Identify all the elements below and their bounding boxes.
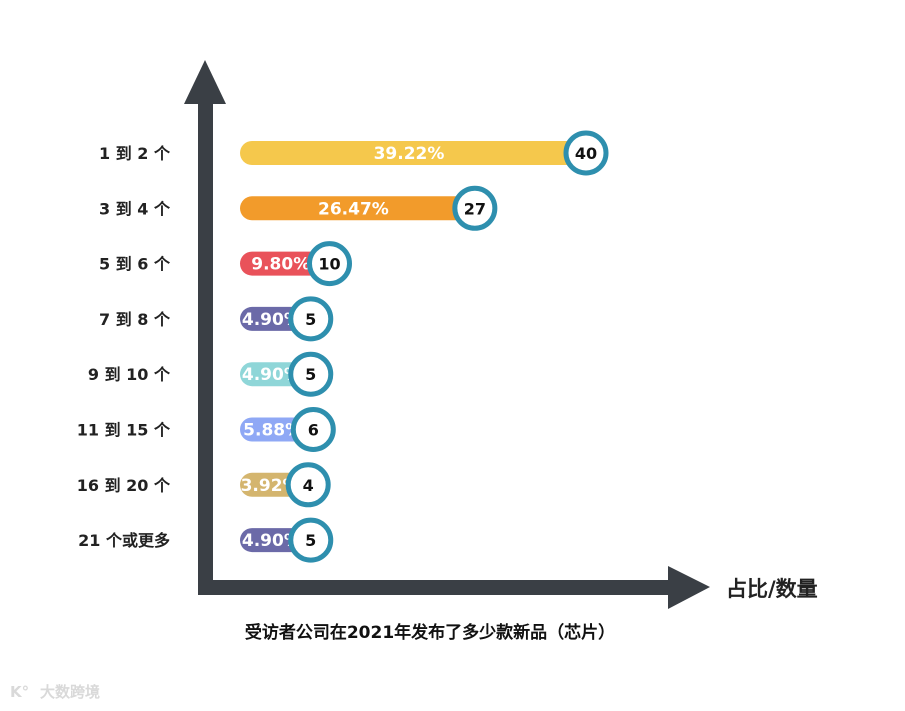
percent-label: 3.92% xyxy=(241,476,300,496)
percent-label: 4.90% xyxy=(242,365,301,385)
bar xyxy=(240,196,475,221)
count-badge xyxy=(288,517,334,563)
category-label: 1 到 2 个 xyxy=(99,144,171,163)
x-axis-line xyxy=(198,580,676,595)
bar xyxy=(240,141,586,165)
watermark-logo: K° xyxy=(10,683,29,701)
count-badge xyxy=(307,241,352,287)
count-badge xyxy=(563,130,609,176)
x-axis-label: 占比/数量 xyxy=(726,577,818,601)
watermark-text: 大数跨境 xyxy=(40,683,100,701)
count-label: 5 xyxy=(305,310,316,329)
percent-label: 5.88% xyxy=(243,421,302,441)
count-label: 10 xyxy=(318,255,340,274)
y-axis-arrowhead xyxy=(184,60,226,104)
count-badge xyxy=(290,407,336,452)
percent-label: 9.80% xyxy=(251,255,310,275)
count-label: 4 xyxy=(303,476,314,495)
axes xyxy=(184,60,710,609)
count-badge xyxy=(288,296,334,342)
category-label: 3 到 4 个 xyxy=(99,199,171,218)
count-label: 5 xyxy=(305,365,316,384)
watermark: K° 大数跨境 xyxy=(10,683,100,701)
count-badge xyxy=(285,462,331,508)
category-label: 21 个或更多 xyxy=(78,531,170,550)
y-axis-line xyxy=(198,98,213,595)
percent-label: 4.90% xyxy=(242,310,301,330)
category-label: 16 到 20 个 xyxy=(77,476,171,495)
count-label: 27 xyxy=(464,199,486,218)
count-badge xyxy=(288,351,334,397)
count-label: 6 xyxy=(308,421,319,440)
chart-caption: 受访者公司在2021年发布了多少款新品（芯片） xyxy=(245,622,615,643)
category-label: 5 到 6 个 xyxy=(99,255,171,274)
bar xyxy=(240,251,330,276)
percent-label: 4.90% xyxy=(242,531,301,551)
percent-label: 26.47% xyxy=(318,199,389,219)
category-label: 11 到 15 个 xyxy=(77,421,171,440)
bars: 1 到 2 个 39.22% 40 3 到 4 个 26.47% 27 5 到 6 个 9.8… xyxy=(77,130,609,563)
percent-label: 39.22% xyxy=(374,144,445,164)
count-label: 40 xyxy=(575,144,597,163)
category-label: 7 到 8 个 xyxy=(99,310,171,329)
category-label: 9 到 10 个 xyxy=(88,365,171,384)
count-badge xyxy=(452,185,498,231)
count-label: 5 xyxy=(305,531,316,550)
x-axis-arrowhead xyxy=(668,566,710,609)
